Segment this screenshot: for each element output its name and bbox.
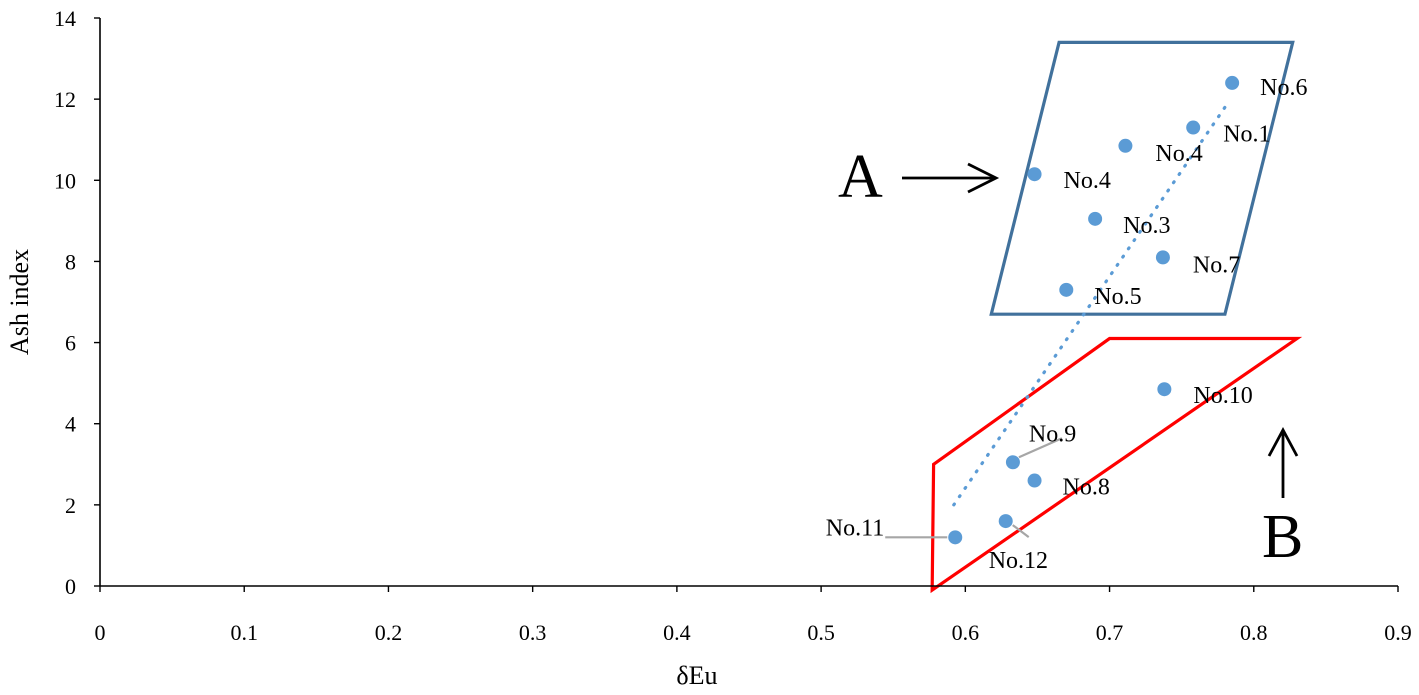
data-point <box>1027 167 1042 182</box>
arrow-a-head <box>967 162 1000 194</box>
data-point <box>1157 382 1172 397</box>
data-point <box>1186 120 1201 135</box>
data-point-label: No.7 <box>1193 252 1240 278</box>
trendline <box>952 105 1227 507</box>
leader-line <box>1018 437 1063 459</box>
tick-labels-layer: 0 0.1 0.2 0.3 0.4 0.5 0.6 0.7 0.8 0.9 0 2 4 6 8 10 12 14 <box>54 6 1412 645</box>
region-b-label: B <box>1262 503 1303 571</box>
x-tick-label: 0.3 <box>519 620 547 645</box>
y-tick-label: 0 <box>65 574 76 599</box>
arrow-b-head <box>1267 427 1299 457</box>
region-a-label: A <box>838 143 883 211</box>
x-tick-label: 0 <box>95 620 106 645</box>
x-tick-label: 0.5 <box>807 620 835 645</box>
x-tick-label: 0.4 <box>663 620 691 645</box>
data-point <box>1118 138 1133 153</box>
regions-layer <box>930 40 1303 594</box>
y-tick-label: 4 <box>65 412 76 437</box>
y-axis-title: Ash index <box>5 249 34 355</box>
x-tick-label: 0.9 <box>1384 620 1412 645</box>
data-point-label: No.5 <box>1094 284 1141 310</box>
data-point-label: No.12 <box>989 548 1048 574</box>
data-point-label: No.3 <box>1123 213 1170 239</box>
data-point <box>1225 75 1240 90</box>
data-point <box>948 530 963 545</box>
x-tick-label: 0.7 <box>1096 620 1124 645</box>
data-point <box>1059 282 1074 297</box>
leader-line <box>1012 524 1030 538</box>
x-axis-title: δEu <box>676 661 717 690</box>
data-point-label: No.1 <box>1223 122 1270 148</box>
point-labels-layer: No.6 No.1 No.4 No.4 No.3 No.7 No.5 No.10 No.9 No.… <box>826 75 1308 574</box>
data-point <box>1005 455 1020 470</box>
data-point-label: No.6 <box>1260 75 1307 101</box>
data-point <box>1088 211 1103 226</box>
data-point-label: No.4 <box>1155 141 1202 167</box>
data-point-label: No.10 <box>1193 383 1252 409</box>
y-tick-label: 12 <box>54 87 76 112</box>
leader-lines-layer <box>885 437 1063 539</box>
region-annotations-layer: AB <box>838 143 1303 571</box>
axes-layer <box>99 18 1398 587</box>
data-point-label: No.8 <box>1063 475 1110 501</box>
y-tick-label: 6 <box>65 331 76 356</box>
data-point <box>1027 473 1042 488</box>
region-b-outline <box>930 336 1303 594</box>
y-tick-label: 14 <box>54 6 76 31</box>
points-layer <box>948 75 1240 545</box>
y-tick-label: 2 <box>65 493 76 518</box>
region-a-outline <box>989 40 1295 316</box>
data-point-label: No.9 <box>1029 421 1076 447</box>
trendline-layer <box>952 105 1227 507</box>
data-point-label: No.4 <box>1064 168 1111 194</box>
x-tick-label: 0.1 <box>230 620 258 645</box>
x-tick-label: 0.6 <box>952 620 980 645</box>
data-point <box>998 514 1013 529</box>
x-tick-label: 0.8 <box>1240 620 1268 645</box>
y-tick-label: 8 <box>65 249 76 274</box>
y-tick-label: 10 <box>54 168 76 193</box>
data-point <box>1155 250 1170 265</box>
x-tick-label: 0.2 <box>375 620 403 645</box>
data-point-label: No.11 <box>826 515 884 541</box>
